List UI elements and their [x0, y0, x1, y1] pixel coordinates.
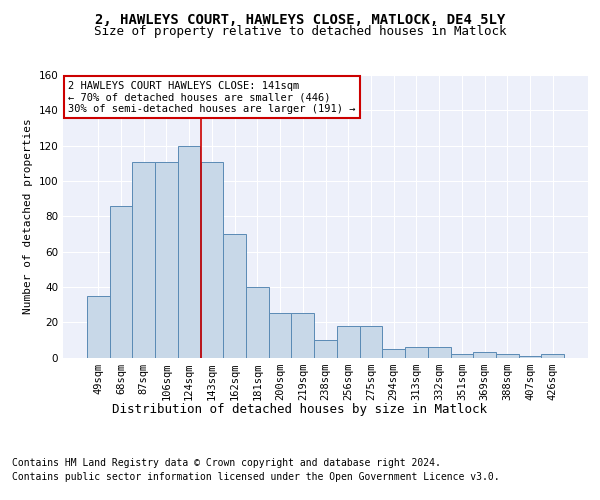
Bar — [518, 356, 541, 358]
Bar — [200, 162, 223, 358]
Bar — [292, 314, 314, 358]
Text: Distribution of detached houses by size in Matlock: Distribution of detached houses by size … — [113, 402, 487, 415]
Bar — [405, 347, 428, 358]
Bar — [246, 287, 269, 358]
Bar — [110, 206, 133, 358]
Bar — [382, 348, 405, 358]
Bar — [473, 352, 496, 358]
Text: Contains public sector information licensed under the Open Government Licence v3: Contains public sector information licen… — [12, 472, 500, 482]
Text: Contains HM Land Registry data © Crown copyright and database right 2024.: Contains HM Land Registry data © Crown c… — [12, 458, 441, 468]
Bar — [155, 162, 178, 358]
Bar — [314, 340, 337, 357]
Text: 2 HAWLEYS COURT HAWLEYS CLOSE: 141sqm
← 70% of detached houses are smaller (446): 2 HAWLEYS COURT HAWLEYS CLOSE: 141sqm ← … — [68, 80, 356, 114]
Text: 2, HAWLEYS COURT, HAWLEYS CLOSE, MATLOCK, DE4 5LY: 2, HAWLEYS COURT, HAWLEYS CLOSE, MATLOCK… — [95, 12, 505, 26]
Bar — [87, 296, 110, 358]
Bar — [451, 354, 473, 358]
Bar — [359, 326, 382, 358]
Bar — [541, 354, 564, 358]
Bar — [269, 314, 292, 358]
Bar — [223, 234, 246, 358]
Bar — [337, 326, 359, 358]
Text: Size of property relative to detached houses in Matlock: Size of property relative to detached ho… — [94, 25, 506, 38]
Bar — [428, 347, 451, 358]
Bar — [133, 162, 155, 358]
Y-axis label: Number of detached properties: Number of detached properties — [23, 118, 33, 314]
Bar — [178, 146, 200, 358]
Bar — [496, 354, 518, 358]
